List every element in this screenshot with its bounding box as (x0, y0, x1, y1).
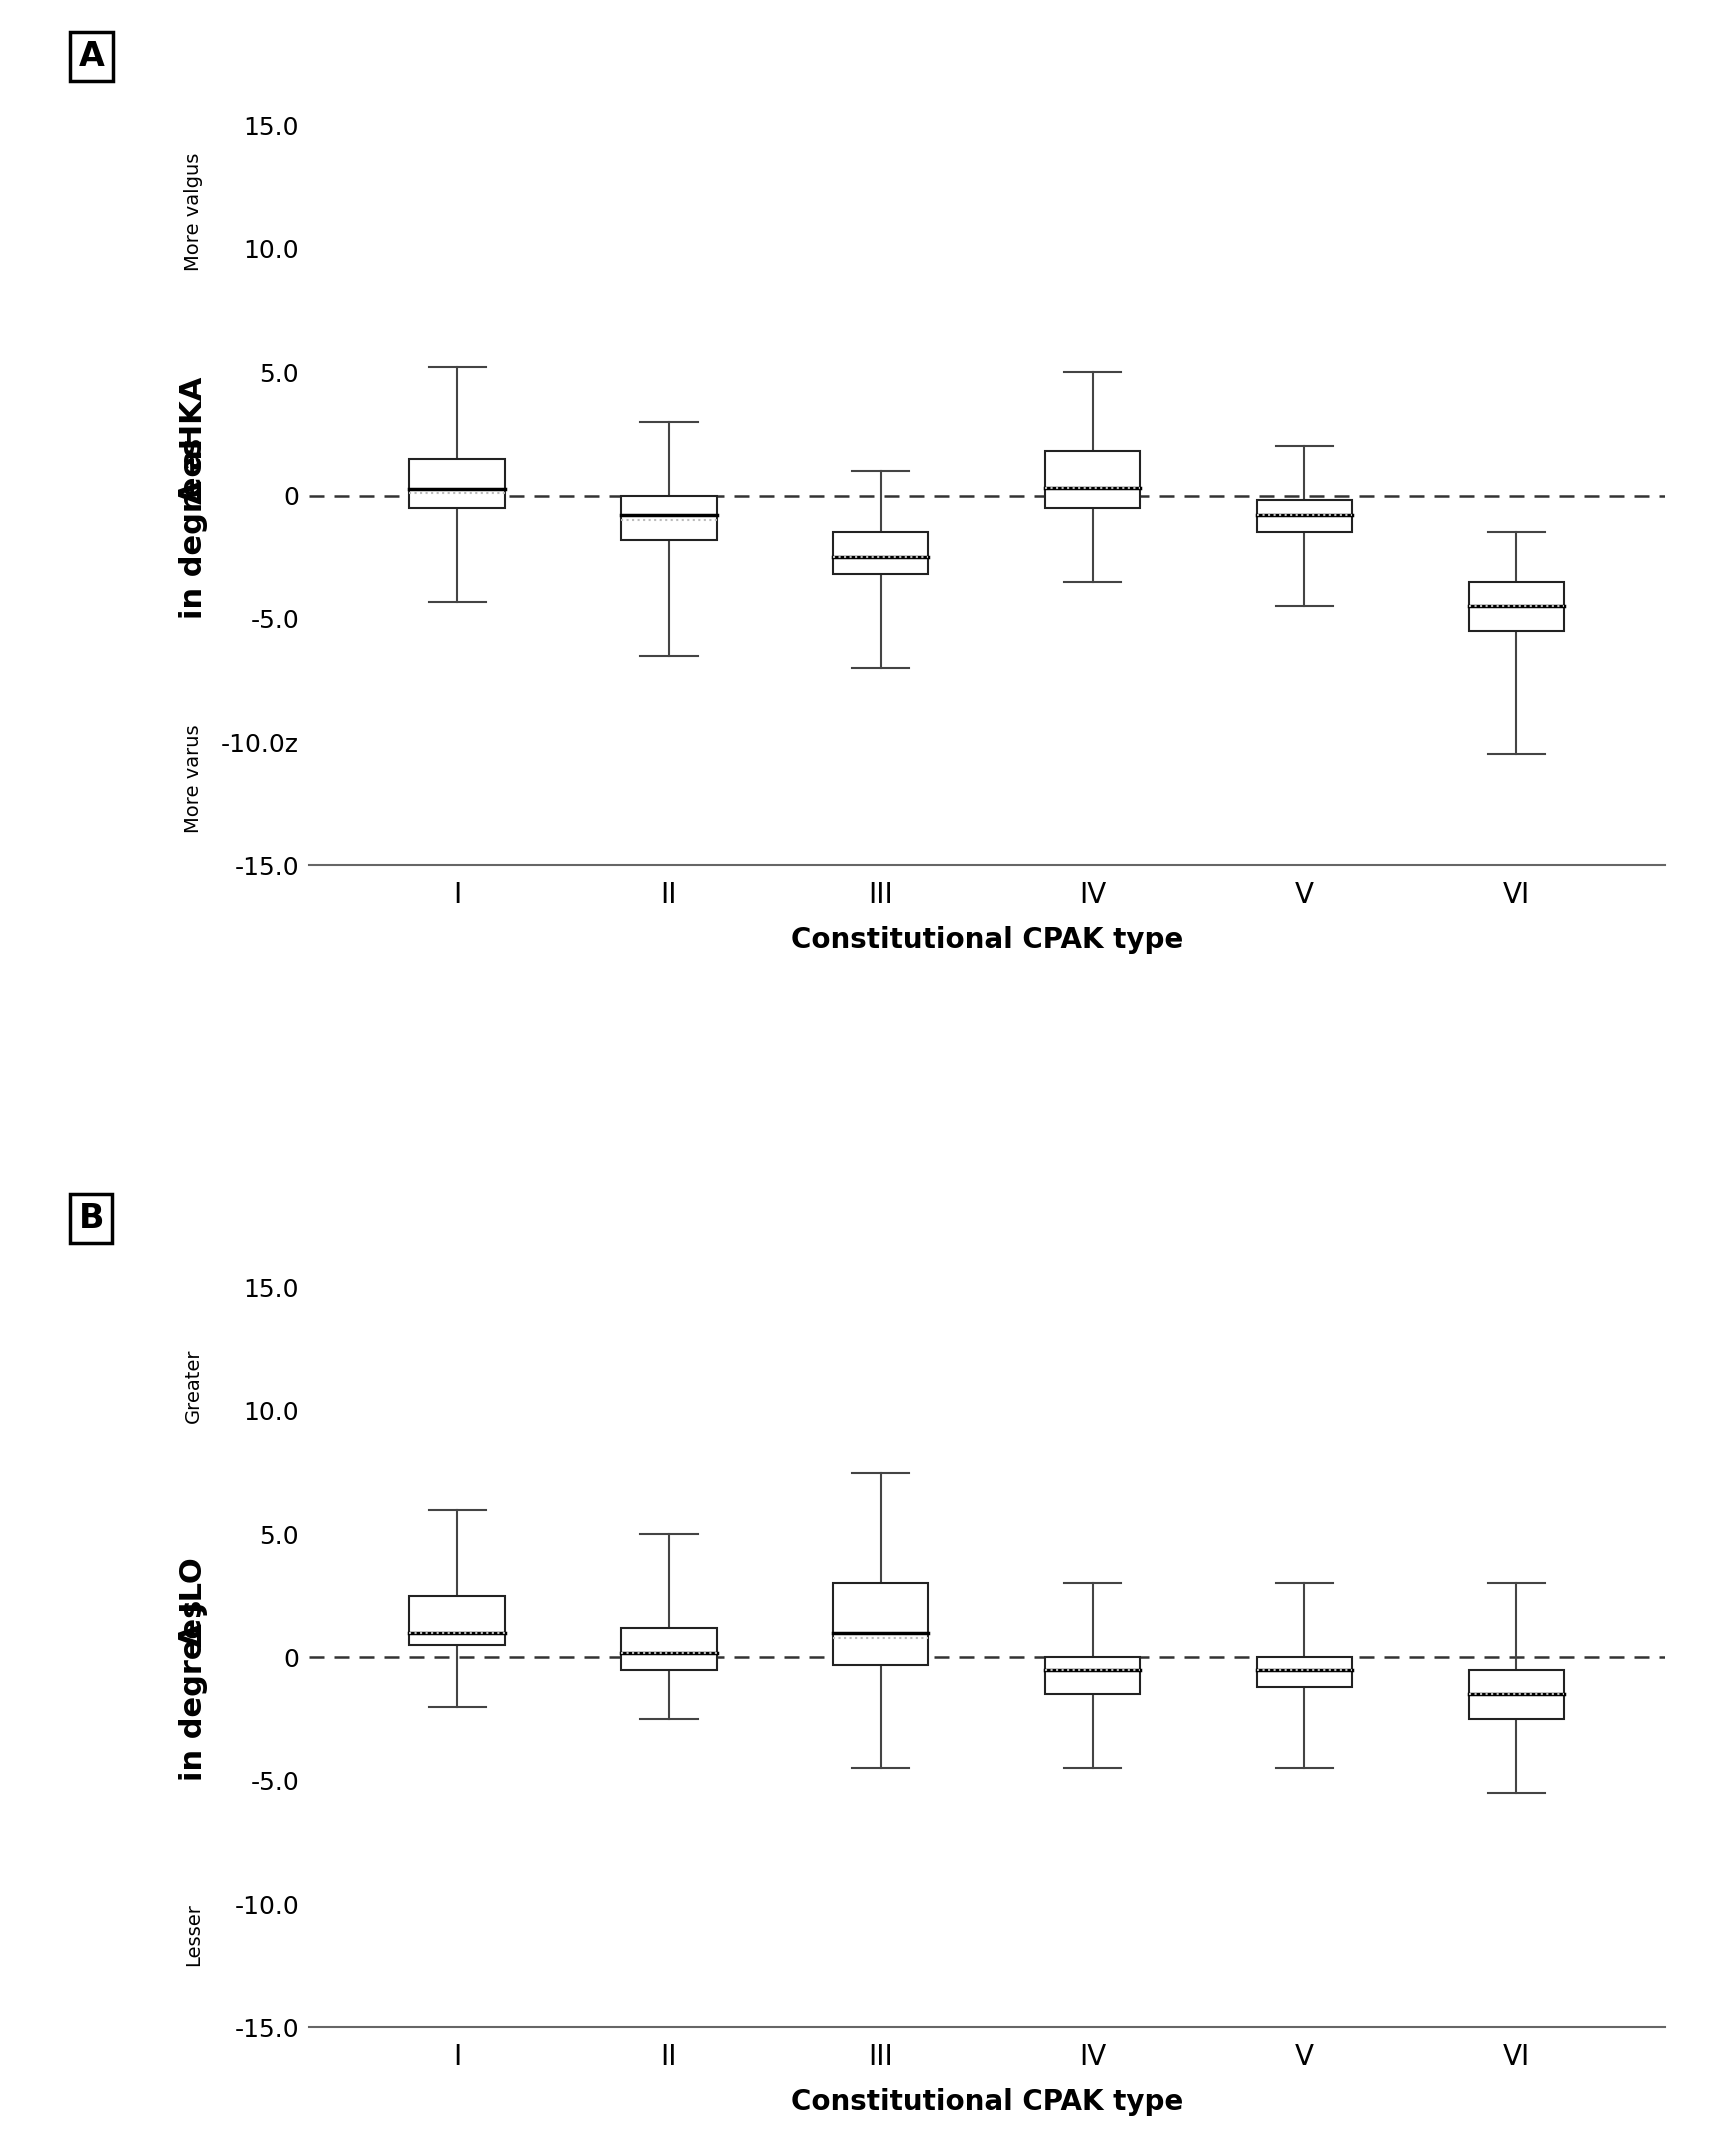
Text: More valgus: More valgus (184, 154, 202, 271)
Bar (1045, 1658, 1139, 1694)
Bar (621, 495, 717, 540)
X-axis label: Constitutional CPAK type: Constitutional CPAK type (791, 926, 1182, 954)
FancyArrow shape (100, 1325, 166, 1447)
Bar (621, 1628, 717, 1669)
Text: More varus: More varus (184, 726, 202, 834)
Bar (410, 459, 505, 508)
Bar (834, 534, 928, 574)
Text: in degrees: in degrees (178, 1600, 208, 1782)
Text: in degrees: in degrees (178, 437, 208, 619)
Bar (1256, 1658, 1352, 1688)
FancyArrow shape (100, 704, 166, 854)
Text: Greater: Greater (184, 1349, 202, 1423)
Bar (1045, 450, 1139, 508)
Text: Lesser: Lesser (184, 1904, 202, 1965)
Bar (1469, 583, 1563, 632)
Text: A: A (79, 41, 105, 73)
FancyArrow shape (100, 1867, 166, 2002)
FancyArrow shape (100, 139, 166, 286)
X-axis label: Constitutional CPAK type: Constitutional CPAK type (791, 2087, 1182, 2117)
Text: Δ JLO: Δ JLO (178, 1558, 208, 1647)
Bar (1256, 501, 1352, 534)
Text: B: B (79, 1201, 105, 1236)
Bar (1469, 1669, 1563, 1720)
Bar (834, 1583, 928, 1665)
Bar (410, 1596, 505, 1645)
Text: Δ aHKA: Δ aHKA (178, 378, 208, 504)
